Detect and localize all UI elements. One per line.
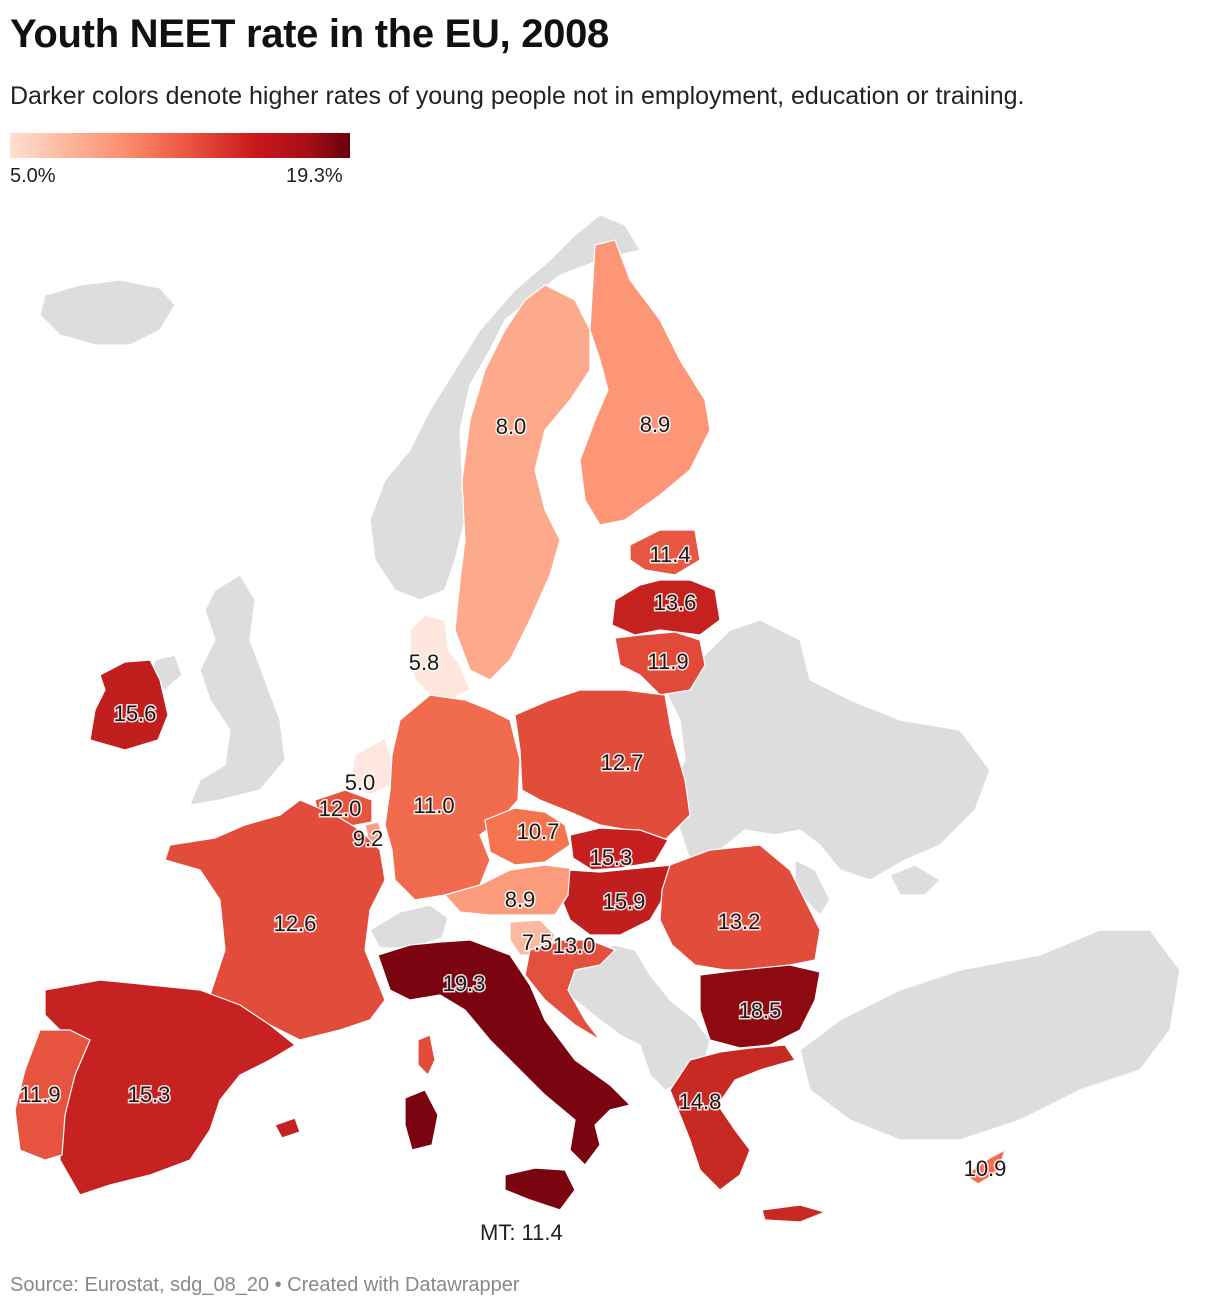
europe-map: 8.0 8.9 11.4 13.6 11.9 5.8 15.6 5.0 12.0… (14, 214, 1181, 1223)
label-it: 19.3 (443, 971, 486, 996)
label-cz: 10.7 (517, 819, 560, 844)
label-si: 7.5 (522, 930, 553, 955)
label-fr: 12.6 (274, 911, 317, 936)
map-title: Youth NEET rate in the EU, 2008 (10, 12, 609, 56)
region-fr (164, 799, 386, 1041)
legend-max-label: 19.3% (286, 165, 343, 187)
label-ro: 13.2 (718, 909, 761, 934)
label-lt: 11.9 (647, 649, 688, 674)
region-sicily (504, 1167, 576, 1211)
region-ee (629, 529, 701, 576)
legend-min-label: 5.0% (10, 165, 56, 187)
region-cz (484, 807, 571, 866)
label-at: 8.9 (505, 887, 536, 912)
iceland-shape (39, 279, 176, 346)
label-lv: 13.6 (654, 590, 697, 615)
region-corsica (417, 1034, 436, 1076)
label-ie: 15.6 (114, 701, 157, 726)
region-pt (14, 1029, 91, 1161)
label-ee: 11.4 (649, 542, 690, 567)
region-sk (569, 827, 669, 871)
region-balearic (274, 1117, 301, 1139)
label-dk: 5.8 (409, 650, 440, 675)
source-note: Source: Eurostat, sdg_08_20 • Created wi… (10, 1274, 520, 1296)
great-britain-shape (189, 574, 286, 806)
malta-annotation: MT: 11.4 (480, 1220, 563, 1245)
eastern-europe-shape (664, 619, 991, 881)
label-cy: 10.9 (964, 1156, 1007, 1181)
label-se: 8.0 (496, 414, 527, 439)
no-data-countries (39, 214, 1181, 1141)
region-dk (409, 614, 471, 701)
switzerland-shape (369, 904, 449, 949)
region-se (454, 284, 591, 681)
value-labels: 8.0 8.9 11.4 13.6 11.9 5.8 15.6 5.0 12.0… (18, 411, 1008, 1183)
label-de: 11.0 (413, 793, 454, 818)
label-pt: 11.9 (19, 1082, 60, 1107)
label-nl: 5.0 (345, 770, 376, 795)
region-de (384, 694, 521, 901)
color-legend-bar (10, 133, 350, 158)
eu-countries (14, 239, 1006, 1223)
region-cy (964, 1149, 1006, 1185)
label-gr: 14.8 (679, 1089, 722, 1114)
region-hu (559, 864, 673, 936)
region-hr (524, 939, 616, 1041)
label-pl: 12.7 (601, 750, 644, 775)
region-ie (89, 659, 169, 751)
map-subtitle: Darker colors denote higher rates of you… (10, 82, 1025, 110)
label-be: 12.0 (319, 796, 362, 821)
region-fi (579, 239, 711, 526)
label-hu: 15.9 (603, 889, 646, 914)
region-crete (761, 1204, 826, 1223)
region-lv (611, 579, 721, 636)
region-lt (614, 631, 706, 696)
crimea-shape (889, 864, 941, 896)
region-gr (669, 1044, 796, 1191)
norway-shape (369, 214, 641, 601)
label-fi: 8.9 (640, 412, 671, 437)
label-hr: 13.0 (553, 933, 596, 958)
label-sk: 15.3 (590, 845, 633, 870)
region-pl (514, 689, 691, 841)
label-bg: 18.5 (739, 998, 782, 1023)
label-es: 15.3 (128, 1082, 171, 1107)
region-at (444, 864, 571, 916)
turkey-shape (799, 929, 1181, 1141)
region-bg (699, 964, 821, 1049)
label-lu: 9.2 (353, 826, 384, 851)
region-sardinia (404, 1089, 439, 1151)
region-it (377, 939, 631, 1166)
